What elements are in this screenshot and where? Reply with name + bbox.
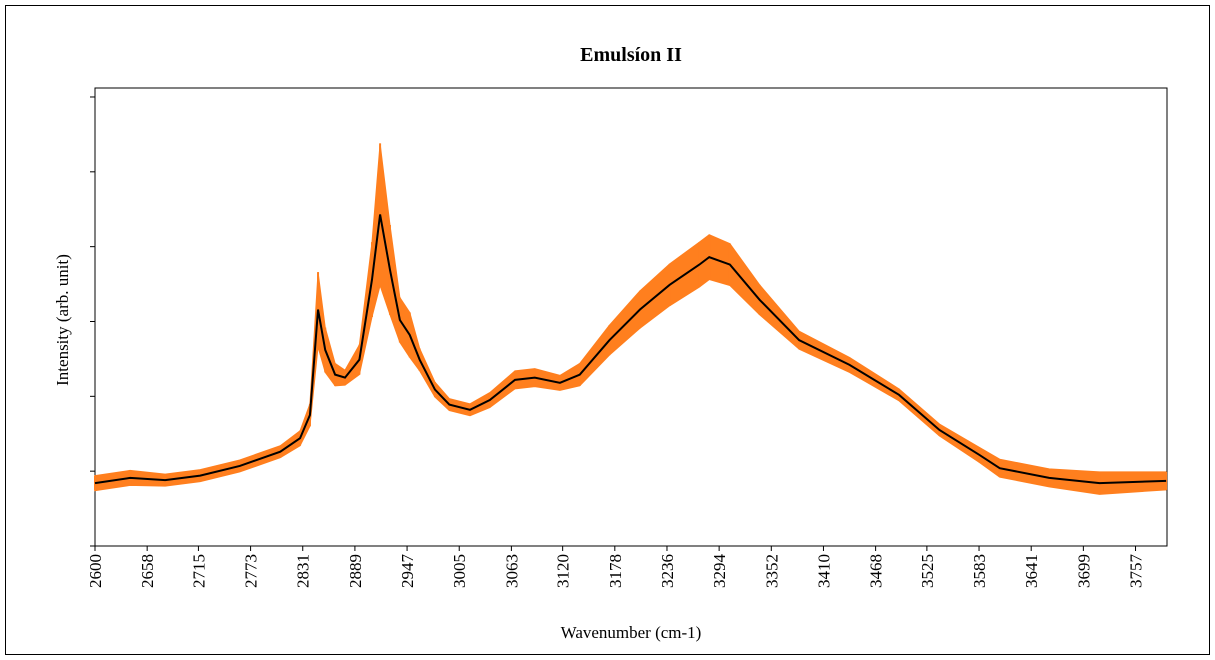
x-tick-label: 3352 [762,554,781,588]
x-tick-label: 3005 [450,554,469,588]
x-tick-label: 3583 [970,554,989,588]
x-tick-label: 2773 [242,554,261,588]
x-tick-label: 2658 [138,554,157,588]
x-tick-label: 3120 [554,554,573,588]
x-tick-label: 3699 [1074,554,1093,588]
x-tick-label: 2831 [294,554,313,588]
x-tick-label: 3525 [918,554,937,588]
x-tick-label: 2600 [86,554,105,588]
x-tick-label: 2715 [189,554,208,588]
x-tick-label: 3468 [867,554,886,588]
chart-title: Emulsíon II [580,44,682,66]
y-axis-label: Intensity (arb. unit) [53,254,72,386]
x-tick-label: 3178 [606,554,625,588]
x-tick-label: 3294 [710,554,729,589]
x-tick-label: 3641 [1022,554,1041,588]
plot-area [94,87,1168,547]
x-tick-label: 3410 [814,554,833,588]
x-axis-label: Wavenumber (cm-1) [561,623,702,642]
x-tick-label: 3757 [1127,554,1146,589]
x-tick-label: 2947 [398,554,417,589]
frame [5,5,1210,655]
line [94,214,1167,485]
x-tick-label: 3063 [502,554,521,588]
x-tick-label: 2889 [346,554,365,588]
x-tick-label: 3236 [658,554,677,588]
